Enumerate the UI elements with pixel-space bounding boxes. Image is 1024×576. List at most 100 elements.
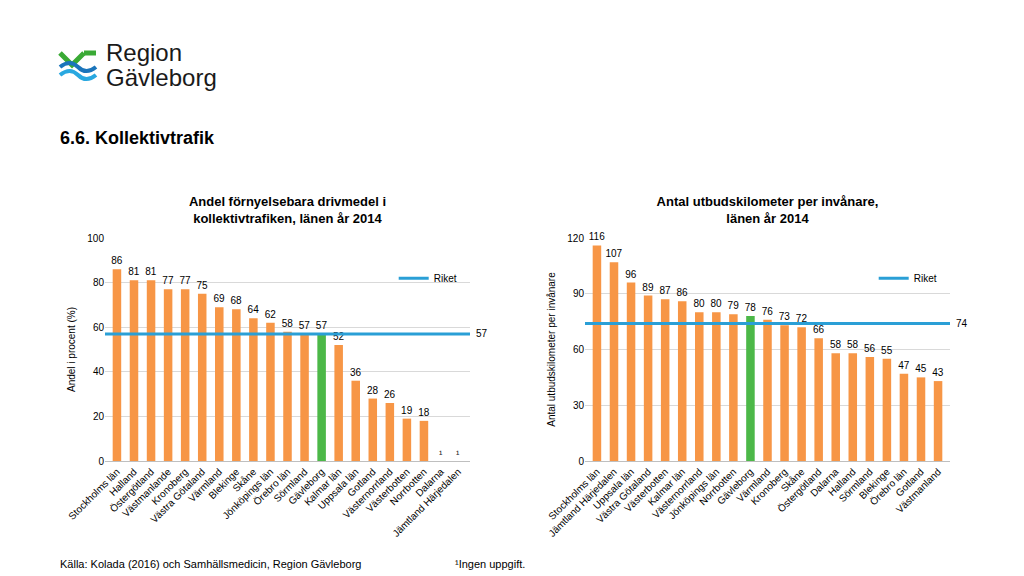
svg-text:Norrbotten: Norrbotten — [388, 466, 429, 507]
svg-text:66: 66 — [813, 324, 825, 335]
svg-text:81: 81 — [128, 266, 140, 277]
svg-text:56: 56 — [864, 343, 876, 354]
svg-text:107: 107 — [605, 248, 622, 259]
svg-text:45: 45 — [915, 363, 927, 374]
svg-text:90: 90 — [573, 288, 585, 299]
svg-text:Skåne: Skåne — [231, 466, 259, 494]
svg-text:89: 89 — [642, 282, 654, 293]
svg-text:75: 75 — [196, 280, 208, 291]
svg-text:¹: ¹ — [439, 448, 443, 459]
svg-text:Antal utbudskilometer per invå: Antal utbudskilometer per invånare — [546, 272, 557, 427]
svg-text:Kalmar län: Kalmar län — [646, 466, 688, 508]
svg-text:Riket: Riket — [434, 273, 457, 284]
svg-text:Halland: Halland — [826, 466, 858, 498]
svg-text:Gävleborg: Gävleborg — [715, 466, 755, 506]
svg-text:74: 74 — [956, 318, 968, 329]
svg-text:Värmland: Värmland — [734, 466, 772, 504]
svg-text:0: 0 — [98, 456, 104, 467]
svg-text:58: 58 — [830, 339, 842, 350]
svg-text:79: 79 — [728, 300, 740, 311]
svg-text:Skåne: Skåne — [779, 466, 807, 494]
svg-text:Uppsala län: Uppsala län — [316, 466, 361, 511]
svg-text:Gotland: Gotland — [345, 466, 378, 499]
svg-text:55: 55 — [881, 345, 893, 356]
svg-text:64: 64 — [248, 304, 260, 315]
svg-text:Dalarna: Dalarna — [808, 466, 841, 499]
svg-text:76: 76 — [762, 306, 774, 317]
svg-text:47: 47 — [898, 360, 910, 371]
svg-text:Jämtland Härjedalen: Jämtland Härjedalen — [546, 466, 619, 539]
svg-text:Kronoberg: Kronoberg — [749, 466, 790, 507]
svg-text:36: 36 — [350, 367, 362, 378]
svg-text:57: 57 — [476, 328, 488, 339]
svg-text:Gotland: Gotland — [893, 466, 926, 499]
svg-text:96: 96 — [625, 269, 637, 280]
svg-text:58: 58 — [282, 318, 294, 329]
svg-text:Kalmar län: Kalmar län — [302, 466, 344, 508]
svg-text:62: 62 — [265, 309, 277, 320]
svg-text:Jönköpings län: Jönköpings län — [666, 466, 721, 521]
svg-text:Jämtland Härjedalen: Jämtland Härjedalen — [390, 466, 463, 539]
svg-text:40: 40 — [93, 366, 105, 377]
svg-text:80: 80 — [711, 298, 723, 309]
svg-text:30: 30 — [573, 400, 585, 411]
svg-text:Antal utbudskilometer per invå: Antal utbudskilometer per invånare,länen… — [657, 194, 879, 226]
svg-text:Västmanland: Västmanland — [894, 466, 943, 515]
svg-text:20: 20 — [93, 411, 105, 422]
svg-text:52: 52 — [333, 331, 345, 342]
svg-text:Västra Götaland: Västra Götaland — [594, 466, 653, 525]
svg-text:Dalarna: Dalarna — [413, 466, 446, 499]
svg-text:116: 116 — [589, 231, 605, 242]
svg-text:81: 81 — [145, 266, 157, 277]
svg-text:73: 73 — [779, 311, 791, 322]
svg-text:Blekinge: Blekinge — [857, 466, 892, 501]
svg-text:72: 72 — [796, 313, 808, 324]
svg-text:Andel förnyelsebara drivmedel: Andel förnyelsebara drivmedel ikollektiv… — [189, 194, 386, 226]
svg-text:Örebro län: Örebro län — [868, 466, 909, 507]
svg-text:28: 28 — [367, 385, 379, 396]
svg-text:¹: ¹ — [456, 448, 460, 459]
svg-text:100: 100 — [87, 233, 104, 244]
svg-text:18: 18 — [418, 407, 430, 418]
svg-text:77: 77 — [162, 275, 174, 286]
svg-text:Gävleborg: Gävleborg — [286, 466, 326, 506]
svg-text:26: 26 — [384, 389, 396, 400]
svg-text:Stockholms län: Stockholms län — [546, 466, 602, 522]
svg-text:0: 0 — [578, 456, 584, 467]
svg-text:78: 78 — [745, 302, 757, 313]
svg-text:Östergötland: Östergötland — [775, 466, 823, 514]
svg-text:Andel i procent (%): Andel i procent (%) — [66, 307, 77, 392]
svg-text:58: 58 — [847, 339, 859, 350]
svg-text:77: 77 — [179, 275, 191, 286]
svg-text:Stockholms län: Stockholms län — [66, 466, 122, 522]
svg-text:Västerbotten: Västerbotten — [364, 466, 412, 514]
svg-text:Östergötland: Östergötland — [108, 466, 156, 514]
svg-text:43: 43 — [932, 367, 944, 378]
svg-text:Västernorrland: Västernorrland — [650, 466, 704, 520]
svg-text:Blekinge: Blekinge — [206, 466, 241, 501]
svg-text:69: 69 — [213, 293, 225, 304]
svg-text:86: 86 — [676, 287, 688, 298]
svg-text:57: 57 — [299, 320, 311, 331]
svg-text:57: 57 — [316, 320, 328, 331]
svg-text:Västerbotten: Västerbotten — [622, 466, 670, 514]
svg-text:Västernorrland: Västernorrland — [341, 466, 395, 520]
svg-text:Jönköpings län: Jönköpings län — [220, 466, 275, 521]
svg-text:Västra Götaland: Västra Götaland — [148, 466, 207, 525]
svg-text:Örebro län: Örebro län — [251, 466, 292, 507]
svg-text:80: 80 — [93, 277, 105, 288]
svg-text:19: 19 — [401, 405, 413, 416]
svg-text:86: 86 — [111, 255, 123, 266]
svg-text:60: 60 — [93, 322, 105, 333]
svg-text:Halland: Halland — [107, 466, 139, 498]
svg-text:120: 120 — [567, 233, 584, 244]
svg-text:87: 87 — [659, 285, 671, 296]
svg-text:Värmland: Värmland — [186, 466, 224, 504]
svg-text:Sörmland: Sörmland — [271, 466, 309, 504]
svg-text:Riket: Riket — [914, 273, 937, 284]
svg-text:Uppsala län: Uppsala län — [591, 466, 636, 511]
svg-text:Sörmland: Sörmland — [837, 466, 875, 504]
svg-text:80: 80 — [693, 298, 705, 309]
svg-text:Västmanlande: Västmanlande — [120, 466, 173, 519]
svg-text:Kronoberg: Kronoberg — [149, 466, 190, 507]
